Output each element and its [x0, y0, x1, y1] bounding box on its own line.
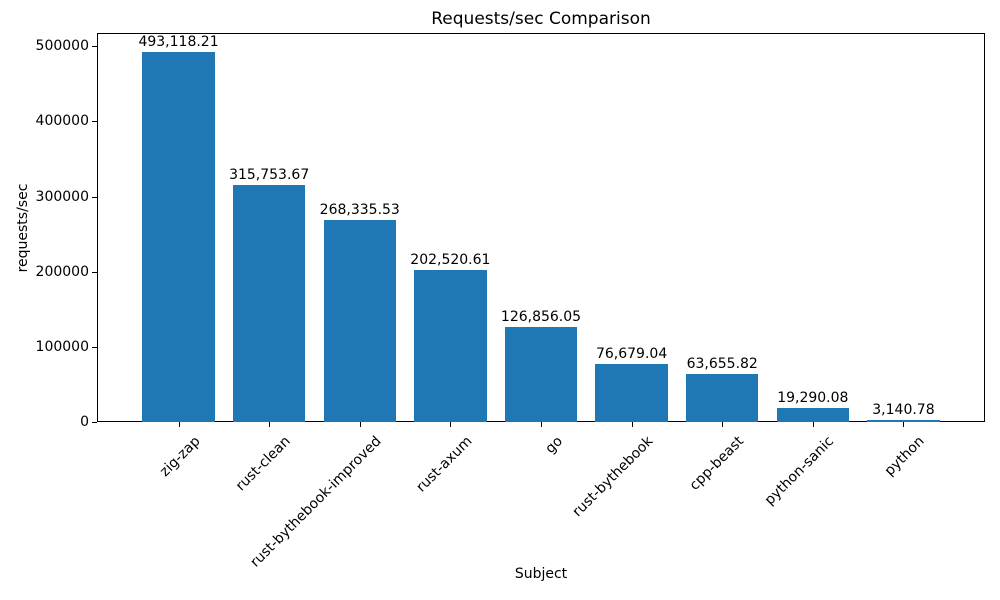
x-tick-label: rust-bythebook	[569, 433, 657, 521]
y-tick-mark	[92, 422, 97, 423]
x-tick-mark	[541, 422, 542, 427]
bar-value-label: 19,290.08	[777, 389, 849, 406]
x-tick-label: rust-axum	[412, 433, 475, 496]
x-tick-mark	[269, 422, 271, 427]
y-tick-mark	[92, 346, 97, 348]
x-tick-label: zig-zap	[156, 433, 204, 480]
y-tick-label: 100000	[35, 338, 89, 355]
y-tick-mark	[92, 46, 97, 48]
bar-value-label: 493,118.21	[138, 33, 219, 50]
bar	[232, 184, 306, 422]
x-tick-mark	[359, 422, 361, 427]
bar-value-label: 126,856.05	[500, 308, 582, 325]
y-tick-label: 300000	[35, 188, 89, 205]
x-tick-label: rust-clean	[232, 433, 294, 495]
y-tick-mark	[92, 196, 97, 198]
y-tick-mark	[92, 271, 97, 273]
y-tick-mark	[92, 121, 97, 123]
bar	[867, 419, 940, 422]
bar-value-label: 76,679.04	[595, 346, 668, 363]
bar-value-label: 3,140.78	[872, 401, 935, 418]
y-tick-label: 500000	[35, 38, 89, 55]
bar	[685, 374, 759, 422]
chart-title: Requests/sec Comparison	[431, 9, 651, 29]
x-tick-mark	[631, 422, 633, 427]
bar	[323, 220, 396, 422]
bar-value-label: 315,753.67	[229, 166, 310, 183]
bar	[414, 269, 487, 422]
bar	[504, 326, 578, 422]
bar-value-label: 202,520.61	[410, 251, 491, 268]
x-tick-label: python-sanic	[762, 433, 838, 509]
x-tick-label: python	[882, 433, 929, 480]
y-tick-label: 200000	[35, 263, 89, 280]
y-tick-label: 0	[80, 414, 89, 430]
y-axis-label: requests/sec	[15, 183, 31, 273]
bar	[595, 364, 668, 422]
x-tick-mark	[812, 422, 814, 427]
x-tick-mark	[903, 422, 905, 427]
x-tick-mark	[450, 422, 452, 427]
bar-value-label: 268,335.53	[319, 202, 400, 219]
x-tick-mark	[722, 422, 724, 427]
bar	[142, 51, 215, 422]
x-tick-mark	[178, 422, 180, 427]
x-tick-label: cpp-beast	[686, 433, 747, 494]
x-tick-label: go	[541, 433, 566, 457]
y-tick-label: 400000	[35, 113, 89, 130]
bar-value-label: 63,655.82	[686, 356, 758, 373]
bar	[776, 407, 850, 422]
x-axis-label: Subject	[514, 566, 568, 582]
